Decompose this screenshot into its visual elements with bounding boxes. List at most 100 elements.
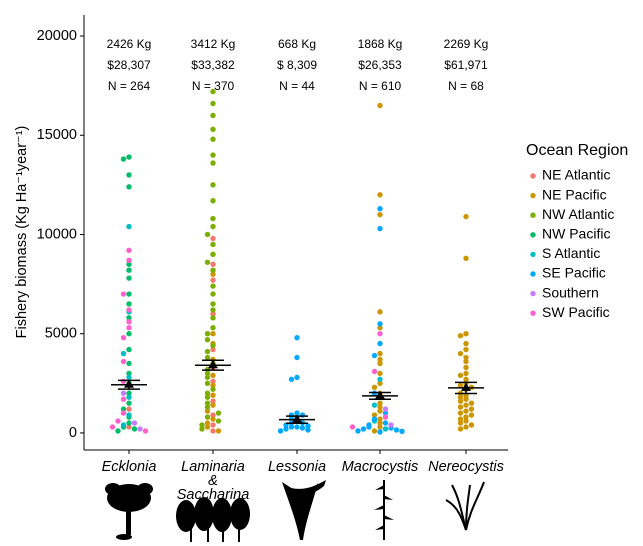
- data-point: [121, 396, 126, 401]
- data-point: [210, 307, 215, 312]
- data-point: [205, 337, 210, 342]
- data-point: [300, 425, 305, 430]
- data-point: [294, 355, 299, 360]
- data-point: [121, 410, 126, 415]
- data-point: [383, 406, 388, 411]
- y-tick-label: 0: [69, 425, 77, 441]
- data-point: [115, 418, 120, 423]
- data-point: [458, 404, 463, 409]
- data-point: [372, 353, 377, 358]
- y-tick-label: 15000: [37, 127, 77, 143]
- data-point: [377, 212, 382, 217]
- legend-label: SW Pacific: [542, 304, 610, 320]
- data-point: [463, 341, 468, 346]
- data-point: [383, 414, 388, 419]
- data-point: [399, 429, 404, 434]
- data-point: [289, 424, 294, 429]
- data-point: [458, 426, 463, 431]
- data-point: [216, 428, 221, 433]
- data-point: [458, 410, 463, 415]
- annotation: 2426 Kg: [107, 37, 152, 51]
- data-point: [383, 426, 388, 431]
- data-point: [355, 428, 360, 433]
- data-point: [377, 331, 382, 336]
- legend-label: NW Pacific: [542, 226, 610, 242]
- data-point: [126, 319, 131, 324]
- annotation: N = 68: [448, 79, 484, 93]
- laminaria-icon: [176, 497, 250, 542]
- data-point: [463, 365, 468, 370]
- y-tick-label: 10000: [37, 226, 77, 242]
- x-tick-label: Nereocystis: [411, 460, 521, 474]
- data-point: [463, 371, 468, 376]
- data-point: [388, 422, 393, 427]
- mean-marker: [208, 360, 218, 368]
- data-point: [210, 291, 215, 296]
- data-point: [366, 424, 371, 429]
- data-point: [210, 402, 215, 407]
- data-point: [377, 361, 382, 366]
- legend-swatch: [530, 173, 535, 178]
- data-point: [126, 331, 131, 336]
- macrocystis-icon: [374, 480, 394, 540]
- data-point: [463, 418, 468, 423]
- data-point: [205, 404, 210, 409]
- annotation: 1868 Kg: [358, 37, 403, 51]
- data-point: [210, 198, 215, 203]
- data-point: [210, 216, 215, 221]
- legend-label: SE Pacific: [542, 265, 606, 281]
- data-point: [377, 351, 382, 356]
- annotation: N = 610: [359, 79, 402, 93]
- data-point: [463, 402, 468, 407]
- data-point: [121, 422, 126, 427]
- data-point: [210, 236, 215, 241]
- data-point: [283, 426, 288, 431]
- data-point: [377, 429, 382, 434]
- data-point: [126, 248, 131, 253]
- data-point: [377, 341, 382, 346]
- annotation: $33,382: [191, 58, 235, 72]
- legend-swatch: [530, 193, 535, 198]
- legend-swatch: [530, 213, 535, 218]
- data-point: [463, 331, 468, 336]
- y-axis-title: Fishery biomass (Kg Ha⁻¹year⁻¹): [14, 126, 30, 339]
- annotation: N = 44: [279, 79, 315, 93]
- data-point: [210, 152, 215, 157]
- data-point: [210, 137, 215, 142]
- data-point: [121, 335, 126, 340]
- data-point: [210, 331, 215, 336]
- data-point: [458, 351, 463, 356]
- data-point: [205, 232, 210, 237]
- data-point: [126, 347, 131, 352]
- annotation: 2269 Kg: [444, 37, 489, 51]
- data-point: [294, 424, 299, 429]
- data-point: [377, 377, 382, 382]
- data-point: [126, 275, 131, 280]
- data-point: [121, 351, 126, 356]
- data-point: [126, 361, 131, 366]
- data-point: [132, 420, 137, 425]
- data-point: [377, 424, 382, 429]
- legend-label: S Atlantic: [542, 245, 600, 261]
- data-point: [377, 206, 382, 211]
- data-point: [210, 283, 215, 288]
- data-point: [210, 182, 215, 187]
- data-point: [126, 395, 131, 400]
- data-point: [300, 412, 305, 417]
- data-point: [205, 375, 210, 380]
- data-point: [377, 371, 382, 376]
- legend-swatch: [530, 252, 535, 257]
- data-point: [199, 426, 204, 431]
- annotation: $ 8,309: [277, 58, 317, 72]
- data-point: [210, 422, 215, 427]
- annotation: $26,353: [358, 58, 402, 72]
- legend-label: NE Pacific: [542, 186, 607, 202]
- data-point: [210, 373, 215, 378]
- data-point: [463, 359, 468, 364]
- data-point: [377, 321, 382, 326]
- data-point: [126, 307, 131, 312]
- data-point: [126, 184, 131, 189]
- data-point: [210, 101, 215, 106]
- data-point: [469, 422, 474, 427]
- data-point: [377, 192, 382, 197]
